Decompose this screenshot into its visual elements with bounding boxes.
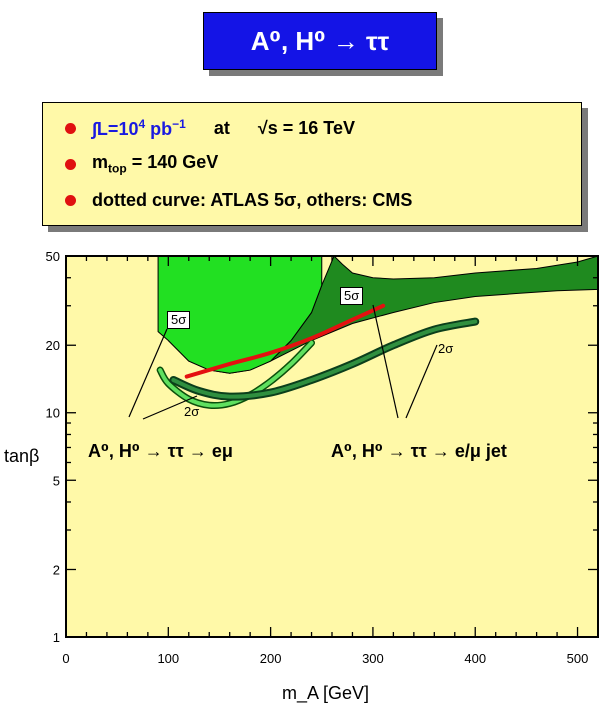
y-tick-label: 5 [53,473,60,488]
bullet-icon [65,194,76,206]
y-tick-label: 2 [53,562,60,577]
curve-atlas-5sigma [184,303,386,379]
x-tick-label: 100 [157,651,179,666]
y-tick-label: 10 [46,406,60,421]
luminosity-text: ∫L=104 pb−1 [92,116,186,139]
mtop-text: mtop = 140 GeV [92,152,219,176]
right-channel-label: A⁰, H⁰ → ττ → e/μ jet [331,441,507,461]
energy-text: √s = 16 TeV [257,117,355,138]
info-line-luminosity: ∫L=104 pb−1 at √s = 16 TeV [65,113,355,143]
info-line-curves: dotted curve: ATLAS 5σ, others: CMS [65,185,412,215]
bullet-icon [65,158,76,170]
info-line-mtop: mtop = 140 GeV [65,149,218,179]
x-axis-label: m_A [GeV] [282,683,370,703]
y-tick-label: 20 [46,338,60,353]
pointer-5sigma-left [128,328,168,418]
y-tick-label: 1 [53,630,60,645]
label-5sigma-left: 5σ [167,311,191,329]
title-panel: A⁰, H⁰ → ττ [203,12,443,76]
page-title: A⁰, H⁰ → ττ [203,12,437,70]
at-text: at [213,117,230,138]
region-light-green [157,255,323,374]
curve-2sigma-jet [171,319,478,399]
bullet-icon [65,122,76,134]
y-axis-label: tanβ [4,446,40,466]
info-panel: ∫L=104 pb−1 at √s = 16 TeV mtop = 140 Ge… [42,102,588,232]
x-tick-label: 400 [464,651,486,666]
curve-2sigma-emu [158,340,314,408]
curves-text: dotted curve: ATLAS 5σ, others: CMS [92,189,413,210]
label-2sigma-right: 2σ [438,341,454,356]
pointer-5sigma-right [372,304,399,419]
x-tick-label: 300 [362,651,384,666]
x-tick-label: 500 [567,651,589,666]
pointer-2sigma-right [405,344,438,419]
y-tick-label: 50 [46,249,60,264]
pointer-2sigma-left [142,395,198,420]
left-channel-label: A⁰, H⁰ → ττ → eμ [88,441,233,461]
label-5sigma-right: 5σ [340,287,364,305]
x-tick-label: 0 [62,651,69,666]
label-2sigma-left: 2σ [184,404,200,419]
x-tick-label: 200 [260,651,282,666]
info-box: ∫L=104 pb−1 at √s = 16 TeV mtop = 140 Ge… [42,102,582,226]
